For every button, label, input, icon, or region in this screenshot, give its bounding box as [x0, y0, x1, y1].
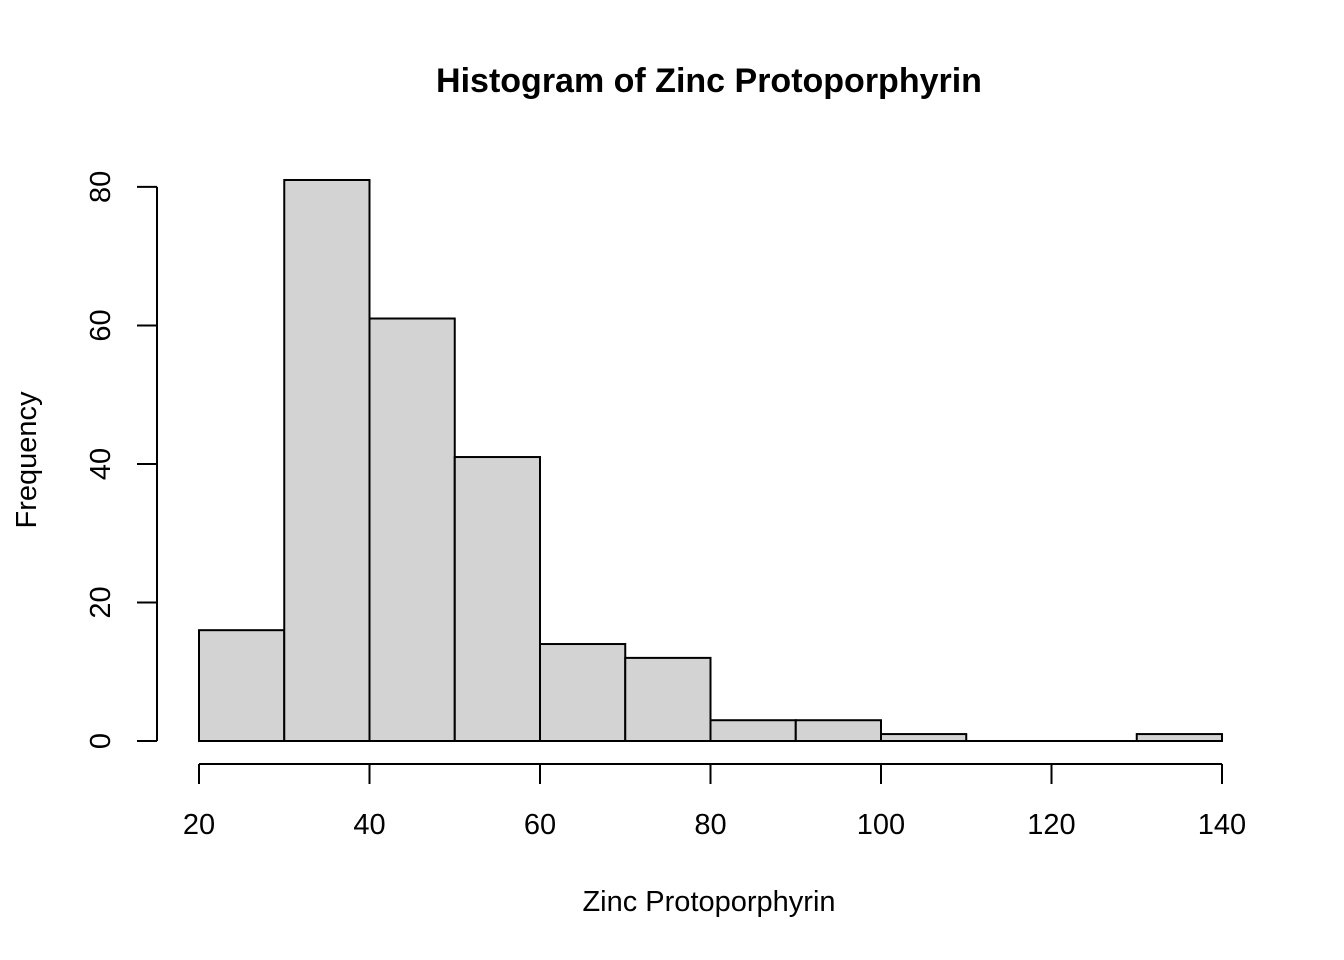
x-tick-label: 60 — [524, 809, 556, 841]
histogram-bar-11 — [1135, 733, 1223, 742]
histogram-bar-6 — [709, 719, 797, 742]
chart-title: Histogram of Zinc Protoporphyrin — [436, 62, 982, 100]
y-tick-label: 20 — [85, 586, 117, 618]
histogram-bar-0 — [198, 629, 286, 743]
x-tick-label: 80 — [694, 809, 726, 841]
histogram-bar-1 — [283, 178, 371, 742]
bars-group — [198, 178, 1223, 743]
histogram-bar-5 — [624, 656, 712, 742]
y-tick-label: 0 — [85, 733, 117, 749]
x-tick-label: 120 — [1027, 809, 1075, 841]
y-axis-label: Frequency — [11, 391, 43, 529]
histogram-bar-4 — [539, 643, 627, 743]
histogram-bar-3 — [453, 456, 541, 742]
x-tick-label: 20 — [183, 809, 215, 841]
x-tick-label: 140 — [1198, 809, 1246, 841]
histogram-bar-8 — [880, 733, 968, 742]
y-tick-label: 80 — [85, 171, 117, 203]
x-tick-label: 40 — [353, 809, 385, 841]
y-axis: 0 20 40 60 80 — [85, 171, 158, 749]
y-tick-label: 40 — [85, 448, 117, 480]
histogram-bar-2 — [368, 317, 456, 742]
y-tick-label: 60 — [85, 309, 117, 341]
x-tick-label: 100 — [857, 809, 905, 841]
histogram-bar-7 — [794, 719, 882, 742]
x-axis: 20 40 60 80 100 120 140 — [183, 763, 1246, 841]
x-axis-label: Zinc Protoporphyrin — [582, 886, 835, 918]
